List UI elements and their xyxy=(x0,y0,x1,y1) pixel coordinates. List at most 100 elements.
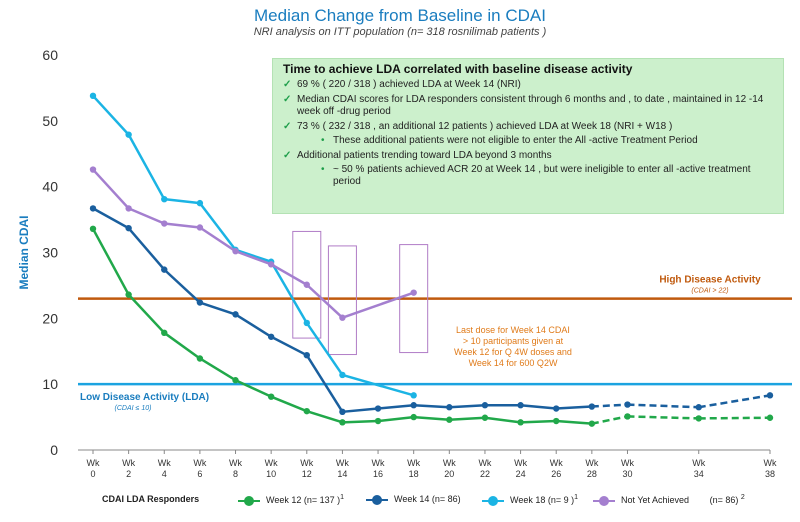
data-point xyxy=(374,405,382,412)
x-tick-label: 34 xyxy=(694,469,704,479)
data-point xyxy=(89,225,97,232)
data-point xyxy=(695,404,702,411)
y-tick-label: 10 xyxy=(42,376,58,392)
x-tick-label: Wk xyxy=(407,458,420,468)
x-tick-label: 38 xyxy=(765,469,775,479)
x-tick-label: 14 xyxy=(337,469,347,479)
series-segment xyxy=(198,202,237,251)
x-tick-label: 24 xyxy=(516,469,526,479)
series-segment xyxy=(556,419,592,425)
legend-entry-week12: Week 12 (n= 137 )1 xyxy=(238,494,345,506)
series-segment xyxy=(92,168,130,210)
data-point xyxy=(303,319,310,327)
legend-text: Not Yet Achieved xyxy=(621,495,690,505)
callout-item-text: 73 % ( 232 / 318 , an additional 12 pati… xyxy=(297,121,673,132)
series-segment xyxy=(627,403,699,409)
x-tick-label: Wk xyxy=(87,458,100,468)
data-point xyxy=(481,414,489,421)
series-segment xyxy=(127,293,166,334)
series-segment xyxy=(92,207,130,230)
series-segment xyxy=(449,403,486,409)
series-segment xyxy=(342,373,415,397)
series-segment xyxy=(698,394,771,409)
x-tick-label: Wk xyxy=(764,458,777,468)
legend-title: CDAI LDA Responders xyxy=(102,494,200,504)
data-point xyxy=(446,416,453,423)
data-point xyxy=(339,314,346,321)
data-point xyxy=(161,195,168,203)
series-segment xyxy=(235,379,272,398)
series-segment xyxy=(91,228,130,296)
series-segment xyxy=(556,405,592,410)
callout-subitem-text: ~ 50 % patients achieved ACR 20 at Week … xyxy=(333,164,751,187)
check-icon: ✓ xyxy=(283,94,292,105)
legend-text: (n= 86) xyxy=(709,495,741,505)
series-segment xyxy=(234,313,272,338)
series-segment xyxy=(163,268,201,304)
legend: CDAI LDA Responders Week 12 (n= 137 )1 W… xyxy=(90,493,800,509)
data-point xyxy=(588,420,596,427)
series-segment xyxy=(520,403,557,410)
data-point xyxy=(232,247,239,255)
check-icon: ✓ xyxy=(283,150,292,161)
series-segment xyxy=(377,415,414,423)
x-tick-label: 8 xyxy=(233,469,238,479)
series-segment xyxy=(127,227,166,271)
callout-subitem: • These additional patients were not eli… xyxy=(283,135,773,147)
x-tick-label: 10 xyxy=(266,469,276,479)
series-segment xyxy=(413,415,450,421)
series-segment xyxy=(270,395,308,413)
series-segment xyxy=(199,301,236,316)
legend-swatch xyxy=(238,495,260,506)
data-point xyxy=(303,352,310,359)
data-point xyxy=(232,311,239,318)
data-point xyxy=(481,402,489,409)
y-tick-label: 60 xyxy=(42,47,58,63)
legend-entry-week18: Week 18 (n= 9 )1 xyxy=(482,494,578,506)
legend-sup: 1 xyxy=(340,494,345,501)
callout-box: Time to achieve LDA correlated with base… xyxy=(272,58,784,214)
y-tick-label: 30 xyxy=(42,245,58,261)
data-point xyxy=(410,289,417,296)
legend-entry-not-yet-achieved: Not Yet Achieved (n= 86) 2 xyxy=(593,494,745,506)
data-point xyxy=(410,413,417,421)
bullet-icon: • xyxy=(321,164,325,175)
data-point xyxy=(303,407,310,415)
note-line: Week 14 for 600 Q2W xyxy=(468,358,558,368)
data-point xyxy=(410,402,417,409)
x-tick-label: 6 xyxy=(197,469,202,479)
data-point xyxy=(267,261,275,268)
chart-subtitle: NRI analysis on ITT population (n= 318 r… xyxy=(253,26,547,38)
callout-item: ✓ 73 % ( 232 / 318 , an additional 12 pa… xyxy=(283,121,773,133)
x-tick-label: Wk xyxy=(692,458,705,468)
data-point xyxy=(89,166,97,173)
x-tick-label: 16 xyxy=(373,469,383,479)
series-segment xyxy=(235,250,272,266)
callout-item: ✓ Additional patients trending toward LD… xyxy=(283,150,773,162)
data-point xyxy=(517,402,524,409)
data-point xyxy=(125,224,132,232)
bullet-icon: • xyxy=(321,135,325,146)
x-tick-label: Wk xyxy=(265,458,278,468)
series-segment xyxy=(591,403,628,408)
y-tick-label: 20 xyxy=(42,310,58,326)
series-segment xyxy=(306,409,343,424)
series-segment xyxy=(305,322,344,376)
legend-text: Week 18 (n= 9 ) xyxy=(510,495,575,505)
series-segment xyxy=(270,335,308,357)
data-point xyxy=(267,393,275,400)
callout-item: ✓ Median CDAI scores for LDA responders … xyxy=(283,94,773,118)
data-point xyxy=(161,220,168,227)
data-point xyxy=(303,281,310,288)
data-point xyxy=(125,205,132,212)
x-tick-label: Wk xyxy=(229,458,242,468)
x-tick-label: Wk xyxy=(158,458,171,468)
series-segment xyxy=(163,331,201,360)
data-point xyxy=(125,131,132,138)
legend-sup: 2 xyxy=(740,494,745,501)
low-disease-activity-sublabel: (CDAI ≤ 10) xyxy=(115,405,152,412)
series-segment xyxy=(164,222,201,229)
data-point xyxy=(161,329,168,337)
series-segment xyxy=(235,248,272,263)
